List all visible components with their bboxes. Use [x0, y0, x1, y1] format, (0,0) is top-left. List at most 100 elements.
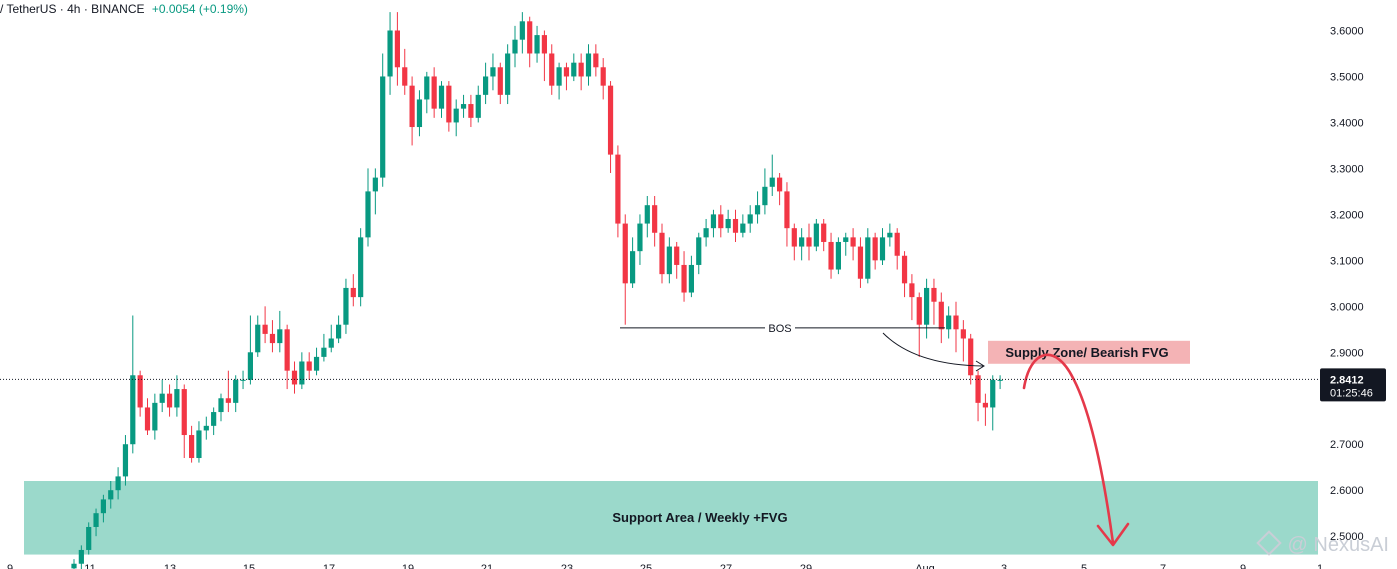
bos-arrowhead-icon	[975, 360, 985, 372]
candle-body	[497, 67, 503, 95]
x-tick-label: 15	[243, 563, 255, 569]
candle-body	[416, 99, 423, 128]
candle-body	[394, 30, 400, 68]
candle-body	[240, 379, 246, 381]
candle-body	[453, 108, 459, 123]
candle-body	[372, 177, 378, 192]
candle-body	[166, 393, 173, 408]
x-tick-label: 17	[323, 563, 335, 569]
x-tick-label: 11	[84, 563, 95, 569]
candle-body	[277, 329, 283, 344]
candle-body	[835, 241, 841, 270]
candle-body	[196, 430, 202, 459]
candle-body	[387, 30, 393, 77]
y-axis: 3.6000 3.5000 3.4000 3.3000 3.2000 3.1000 3.00…	[1320, 26, 1386, 543]
candle-body	[490, 67, 496, 77]
candle-body	[879, 237, 886, 261]
candle-body	[850, 237, 856, 247]
candle-body	[769, 177, 775, 187]
y-tick-label: 2.7000	[1330, 439, 1364, 451]
candle-body	[365, 191, 371, 238]
watermark: @ NexusAI	[1255, 530, 1389, 557]
candle-body	[600, 67, 606, 86]
candle-body	[696, 237, 702, 265]
candle-body	[931, 287, 937, 302]
candle-body	[137, 375, 143, 408]
candle-body	[887, 232, 893, 238]
candle-body	[291, 370, 298, 385]
candle-body	[483, 76, 489, 95]
candle-body	[843, 237, 849, 242]
candle-body	[409, 85, 415, 128]
candle-body	[93, 513, 99, 527]
candle-body	[402, 67, 408, 86]
candle-body	[828, 241, 834, 270]
candle-body	[284, 329, 290, 371]
candle-body	[585, 53, 592, 77]
x-tick-label: 9	[7, 563, 13, 569]
x-tick-label: 3	[1001, 563, 1007, 569]
candle-body	[946, 315, 952, 330]
candle-body	[916, 297, 922, 325]
x-tick-label: 25	[640, 563, 652, 569]
candle-body	[607, 85, 614, 155]
support-zone-label: Support Area / Weekly +FVG	[612, 510, 787, 525]
candle-body	[725, 218, 731, 229]
candle-body	[747, 214, 753, 224]
candle-body	[321, 347, 327, 357]
candle-body	[218, 398, 224, 413]
candle-body	[336, 324, 342, 339]
candle-body	[821, 223, 827, 242]
candle-body	[203, 425, 209, 431]
x-tick-label: 29	[800, 563, 812, 569]
candle-body	[189, 435, 195, 459]
candle-body	[328, 338, 334, 348]
annotations-layer: BOS	[0, 323, 1318, 547]
candle-body	[674, 246, 680, 265]
candle-body	[740, 223, 746, 233]
candle-body	[865, 237, 871, 279]
candle-body	[997, 379, 1003, 381]
candle-body	[784, 191, 790, 229]
candle-body	[380, 76, 386, 178]
candle-body	[593, 53, 599, 68]
x-tick-label: 1	[1317, 563, 1323, 569]
candle-body	[982, 402, 988, 408]
projection-arrow	[1022, 353, 1115, 545]
candle-body	[659, 232, 665, 275]
candle-body	[791, 228, 797, 247]
candle-body	[343, 287, 349, 325]
candle-body	[960, 329, 966, 339]
y-tick-label: 3.5000	[1330, 71, 1364, 83]
candle-body	[732, 218, 739, 233]
candle-body	[762, 186, 768, 206]
y-tick-label: 3.1000	[1330, 255, 1364, 267]
candle-body	[549, 53, 555, 86]
support-zone	[24, 481, 1318, 555]
candle-body	[813, 223, 819, 247]
candle-body	[857, 246, 864, 279]
candle-body	[460, 104, 467, 109]
candle-body	[475, 94, 481, 118]
candle-body	[652, 205, 658, 233]
y-tick-label: 3.0000	[1330, 301, 1364, 313]
candle-body	[181, 389, 187, 436]
candle-body	[152, 402, 158, 431]
candle-body	[527, 21, 533, 54]
candle-body	[541, 35, 547, 54]
y-tick-label: 3.3000	[1330, 163, 1364, 175]
candle-body	[806, 237, 812, 247]
y-tick-label: 3.2000	[1330, 209, 1364, 221]
candle-body	[130, 375, 136, 445]
x-tick-label: 23	[561, 563, 573, 569]
candle-body	[938, 301, 944, 330]
candle-body	[975, 375, 981, 403]
zones-layer: Support Area / Weekly +FVG Supply Zone/ B…	[24, 340, 1318, 555]
candle-body	[622, 223, 628, 284]
candle-body	[144, 407, 151, 431]
candle-body	[431, 76, 437, 109]
y-tick-label: 2.6000	[1330, 485, 1364, 497]
candle-body	[718, 214, 724, 229]
x-tick-label: 9	[1240, 563, 1246, 569]
